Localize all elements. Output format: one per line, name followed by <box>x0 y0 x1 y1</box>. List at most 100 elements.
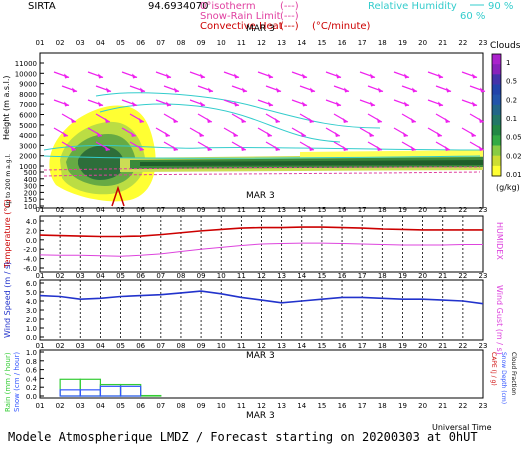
temperature-series <box>39 226 483 257</box>
hour-label: 17 <box>358 39 367 47</box>
wind-arrow-head <box>368 132 374 137</box>
hour-label: 04 <box>96 402 105 410</box>
height-tick-label: 5000 <box>19 122 37 130</box>
precip-series <box>59 378 162 397</box>
hour-label: 04 <box>96 272 105 280</box>
height-tick-label: 4000 <box>19 132 37 140</box>
hour-label: 14 <box>297 206 306 214</box>
colorbar-swatch <box>492 104 501 116</box>
hour-label: 09 <box>197 402 206 410</box>
wind-arrow-head <box>166 73 172 79</box>
hour-label: 18 <box>378 342 387 350</box>
wind-arrow-head <box>334 132 340 137</box>
y-tick-label: 6.0 <box>26 280 37 288</box>
wind-arrow-head <box>436 132 442 137</box>
hour-label: 19 <box>398 342 407 350</box>
wind-arrow-head <box>480 87 486 93</box>
hour-label: 01 <box>36 272 45 280</box>
hour-label: 23 <box>479 39 488 47</box>
hour-label: 05 <box>116 206 125 214</box>
hour-label: 22 <box>458 342 467 350</box>
hour-label: 21 <box>438 272 447 280</box>
y-tick-label: 4.0 <box>26 218 37 226</box>
hour-label: 08 <box>176 206 185 214</box>
hour-label: 14 <box>297 342 306 350</box>
hour-label: 17 <box>358 206 367 214</box>
hour-label: 06 <box>136 272 145 280</box>
wind-arrow-head <box>412 87 418 93</box>
wind-arrow-head <box>302 101 308 107</box>
hour-labels-p2: 01 02 03 04 05 06 07 08 09 10 11 12 13 14 15 16 17 18 19 20… <box>36 272 488 280</box>
wind-arrow-head <box>64 73 70 79</box>
wind-arrow-head <box>70 146 76 151</box>
height-tick-label: 3000 <box>19 142 37 150</box>
hour-label: 13 <box>277 342 286 350</box>
rain-axis-title: Rain (mm / hour) <box>4 352 12 412</box>
colorbar-swatch <box>492 94 501 106</box>
wind-arrow-head <box>472 73 478 79</box>
wind-arrow-head <box>206 118 212 123</box>
hour-label: 11 <box>237 342 246 350</box>
hour-labels-top: 01 02 03 04 05 06 07 08 09 10 11 12 13 14 15 16 17 18 19 20… <box>36 39 488 47</box>
wind-arrow-head <box>376 146 382 151</box>
y-tick-label: -6.0 <box>23 265 37 273</box>
wind-arrow-head <box>130 132 136 137</box>
hour-label: 19 <box>398 206 407 214</box>
series-line-temperature <box>39 226 483 238</box>
colorbar-tick-label: 0.2 <box>506 96 517 104</box>
wind-arrow-head <box>404 73 410 79</box>
wind-arrow-head <box>342 146 348 151</box>
hour-label: 03 <box>76 402 85 410</box>
wind-arrow-head <box>342 118 348 123</box>
hour-label: 12 <box>257 342 266 350</box>
panel4-frame <box>39 349 484 399</box>
hour-label: 19 <box>398 402 407 410</box>
hour-label: 07 <box>156 272 165 280</box>
panel1-y-axis: 11000 10000 9000 8000 7000 6000 5000 4000 3000 20… <box>15 60 44 211</box>
y-tick-label: 1.0 <box>26 325 37 333</box>
hour-label: 06 <box>136 206 145 214</box>
hour-label: 16 <box>338 206 347 214</box>
colorbar-title: Clouds <box>490 41 521 51</box>
site-name: SIRTA <box>28 1 56 12</box>
hour-label: 10 <box>217 39 226 47</box>
site-coords: 94.6934070 <box>148 1 208 12</box>
legend-left-swatch: (---) <box>280 1 299 12</box>
cloud-fraction-axis-title: Cloud Fraction <box>510 352 517 395</box>
wind-arrow-head <box>308 146 314 151</box>
height-axis-subtitle: Up to 200 m a.g.l. <box>5 154 12 208</box>
hour-label: 10 <box>217 272 226 280</box>
wind-arrow-head <box>240 146 246 151</box>
colorbar-tick-label: 0.02 <box>506 152 522 160</box>
legend-rh-90: 90 % <box>488 1 513 12</box>
colorbar-tick-label: 0.5 <box>506 78 517 86</box>
colorbar-tick-label: 1 <box>506 59 510 67</box>
date-label-top: MAR 3 <box>246 24 275 34</box>
hour-label: 23 <box>479 272 488 280</box>
hour-label: 23 <box>479 206 488 214</box>
height-tick-label: 1000 <box>19 163 37 171</box>
wind-arrow-head <box>410 118 416 123</box>
hour-label: 02 <box>56 39 65 47</box>
panel4-y-axis: 1.00.80.60.40.20.0 <box>26 349 44 401</box>
y-tick-label: -2.0 <box>23 246 37 254</box>
wind-arrow-head <box>404 101 410 107</box>
hour-label: 07 <box>156 39 165 47</box>
hour-label: 03 <box>76 206 85 214</box>
y-tick-label: 2.0 <box>26 316 37 324</box>
hour-label: 13 <box>277 39 286 47</box>
hour-label: 13 <box>277 272 286 280</box>
wind-arrow-head <box>104 118 110 123</box>
hour-label: 12 <box>257 272 266 280</box>
hour-label: 01 <box>36 402 45 410</box>
snow-axis-title: Snow (cm / hour) <box>13 352 21 412</box>
wind-arrow-head <box>378 87 384 93</box>
wind-arrow-head <box>140 87 146 93</box>
y-tick-label: 0.0 <box>26 237 37 245</box>
wind-arrow-head <box>198 132 204 137</box>
wind-arrow-head <box>98 73 104 79</box>
panel1-frame <box>39 52 484 209</box>
hour-label: 08 <box>176 342 185 350</box>
colorbar-frame <box>491 53 502 177</box>
hour-label: 08 <box>176 272 185 280</box>
